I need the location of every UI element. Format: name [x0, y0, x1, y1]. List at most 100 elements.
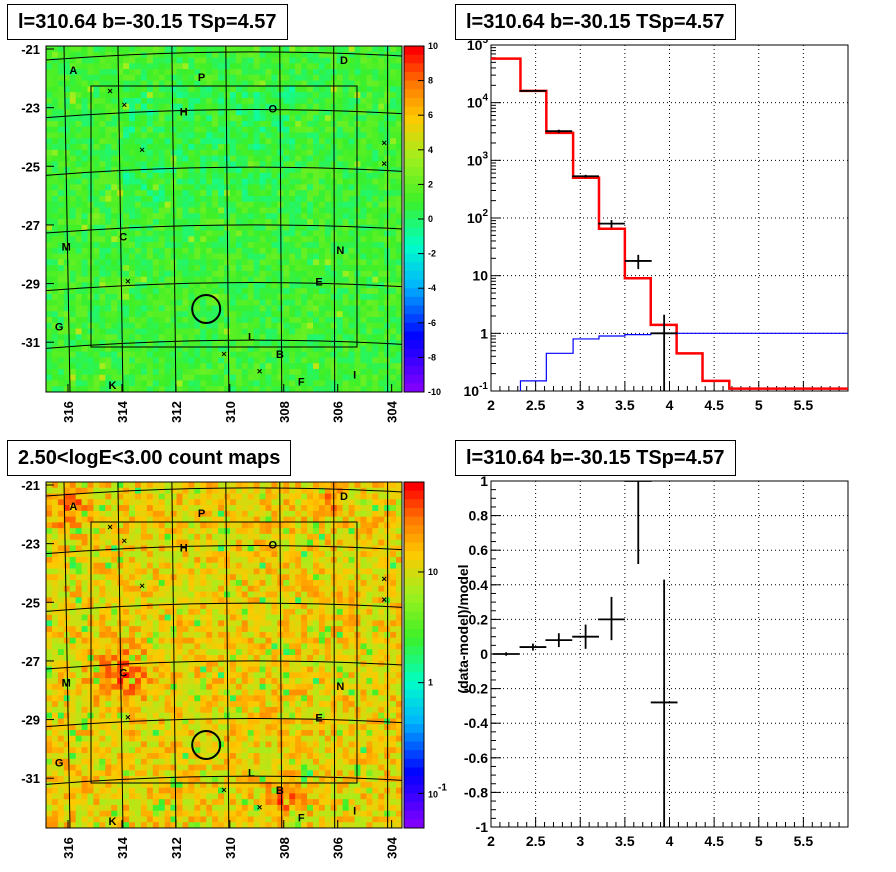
map-pixel	[318, 282, 326, 289]
map-pixel	[63, 741, 71, 748]
map-pixel	[307, 293, 314, 301]
map-pixel	[46, 195, 53, 203]
map-pixel	[218, 132, 225, 139]
map-pixel	[140, 161, 148, 168]
longitude-line	[225, 45, 230, 393]
map-pixel	[146, 718, 154, 725]
map-pixel	[271, 86, 278, 93]
map-pixel	[265, 213, 272, 220]
map-pixel	[271, 126, 278, 133]
map-pixel	[123, 126, 130, 133]
map-pixel	[129, 207, 136, 214]
map-pixel	[354, 167, 361, 174]
map-pixel	[283, 80, 290, 87]
map-pixel	[69, 591, 77, 598]
map-pixel	[69, 144, 77, 151]
map-pixel	[129, 706, 136, 714]
map-pixel	[324, 155, 332, 162]
map-pixel	[176, 322, 183, 329]
map-pixel	[111, 247, 118, 254]
map-pixel	[105, 741, 112, 748]
map-pixel	[46, 706, 53, 714]
map-pixel	[289, 213, 296, 220]
map-pixel	[152, 213, 160, 220]
map-pixel	[129, 787, 136, 794]
map-pixel	[372, 253, 379, 260]
map-pixel	[117, 380, 124, 387]
map-pixel	[283, 322, 290, 329]
map-pixel	[360, 86, 367, 93]
map-pixel	[51, 574, 59, 581]
map-pixel	[348, 224, 355, 231]
map-pixel	[105, 120, 112, 128]
map-pixel	[93, 184, 100, 191]
map-pixel	[140, 706, 148, 714]
map-pixel	[194, 351, 201, 358]
map-pixel	[140, 729, 148, 737]
map-pixel	[99, 299, 106, 306]
map-pixel	[396, 172, 403, 180]
map-pixel	[200, 242, 207, 249]
map-pixel	[75, 637, 82, 644]
map-pixel	[158, 172, 166, 180]
map-pixel	[69, 115, 77, 122]
map-pixel	[81, 781, 88, 789]
map-pixel	[69, 556, 77, 564]
map-pixel	[212, 265, 219, 272]
map-pixel	[271, 334, 278, 341]
map-pixel	[69, 747, 77, 754]
map-pixel	[271, 230, 278, 237]
map-pixel	[277, 386, 284, 393]
map-pixel	[69, 288, 77, 295]
map-pixel	[111, 574, 118, 581]
map-pixel	[123, 528, 130, 535]
map-pixel	[93, 80, 100, 87]
map-pixel	[307, 219, 314, 226]
map-pixel	[69, 614, 77, 621]
map-pixel	[390, 293, 397, 301]
map-pixel	[75, 683, 82, 690]
map-pixel	[99, 293, 106, 301]
map-pixel	[135, 626, 142, 633]
map-pixel	[253, 270, 260, 278]
map-pixel	[81, 556, 88, 564]
map-pixel	[93, 63, 100, 70]
map-pixel	[146, 368, 154, 376]
map-pixel	[342, 340, 349, 347]
map-pixel	[51, 539, 59, 546]
map-pixel	[212, 270, 219, 278]
map-pixel	[336, 230, 344, 237]
map-pixel	[253, 236, 260, 243]
map-pixel	[111, 195, 118, 203]
map-pixel	[87, 799, 94, 806]
map-pixel	[46, 516, 53, 523]
map-pixel	[146, 69, 154, 76]
map-pixel	[170, 253, 177, 260]
map-pixel	[295, 207, 302, 214]
map-pixel	[212, 172, 219, 180]
map-pixel	[313, 92, 320, 99]
map-pixel	[324, 86, 332, 93]
map-pixel	[277, 374, 284, 381]
map-pixel	[99, 201, 106, 208]
map-pixel	[390, 86, 397, 93]
map-pixel	[307, 51, 314, 58]
map-pixel	[81, 493, 88, 500]
map-pixel	[235, 149, 243, 156]
map-pixel	[348, 126, 355, 133]
map-pixel	[372, 276, 379, 283]
map-pixel	[324, 103, 332, 110]
map-pixel	[146, 799, 154, 806]
map-pixel	[313, 155, 320, 162]
map-pixel	[259, 219, 266, 226]
map-pixel	[336, 299, 344, 306]
source-label: C	[119, 231, 127, 243]
map-pixel	[229, 386, 237, 393]
map-pixel	[218, 80, 225, 87]
map-pixel	[146, 178, 154, 185]
map-pixel	[63, 781, 71, 789]
map-pixel	[360, 144, 367, 151]
map-pixel	[135, 161, 142, 168]
map-pixel	[218, 57, 225, 64]
map-pixel	[390, 259, 397, 266]
